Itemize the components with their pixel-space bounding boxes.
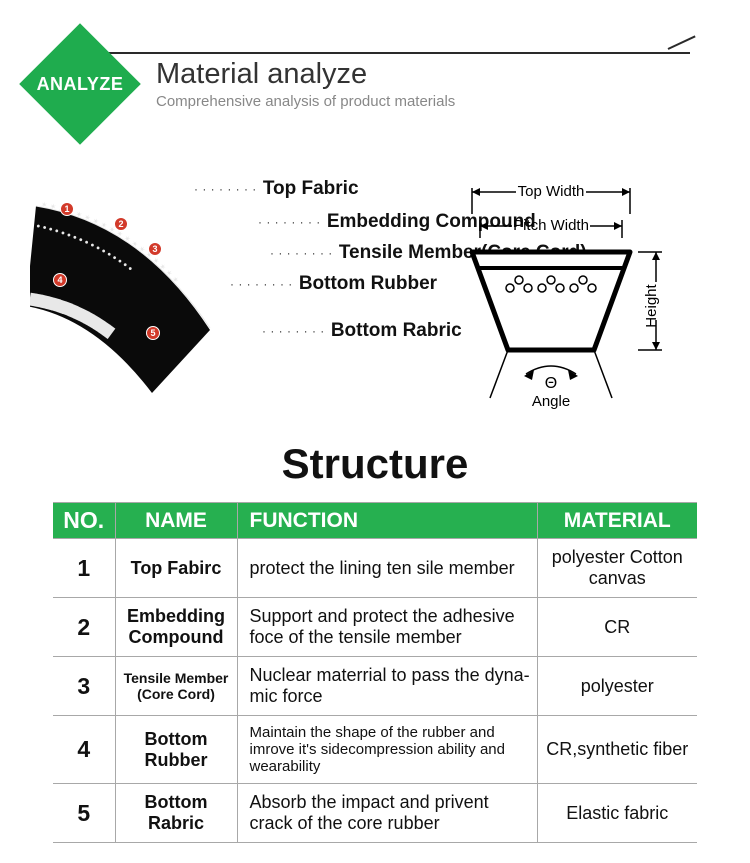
cell-material: CR,synthetic fiber <box>537 716 697 784</box>
structure-heading: Structure <box>0 440 750 488</box>
cross-svg: Top Width Pitch Width <box>456 180 666 410</box>
cell-material: polyester Cotton canvas <box>537 539 697 598</box>
header-text-block: Material analyze Comprehensive analysis … <box>156 58 455 110</box>
cell-no: 2 <box>53 598 115 657</box>
belt-svg: ✶ ✶ ✶ ✶ ✶ ✶ ✶ ✶ ✶ ✶ ✶ ✶ ✶ ✶ ✶ ✶ ✶ ✶ • • … <box>30 188 230 418</box>
table-row: 1Top Fabircprotect the lining ten sile m… <box>53 539 697 598</box>
label-leader-dots: · · · · · · · · <box>230 277 293 291</box>
label-leader-dots: · · · · · · · · <box>194 182 257 196</box>
cell-function: Absorb the impact and privent crack of t… <box>237 784 537 843</box>
col-header-material: MATERIAL <box>537 503 697 539</box>
page-subtitle: Comprehensive analysis of product materi… <box>156 93 455 110</box>
cell-name: Bottom Rubber <box>115 716 237 784</box>
angle-label: Angle <box>532 393 570 410</box>
belt-label-text: Bottom Rabric <box>331 320 462 342</box>
cell-function: Nuclear materrial to pass the dyna-mic f… <box>237 657 537 716</box>
cell-no: 3 <box>53 657 115 716</box>
belt-marker-5: 5 <box>146 326 160 340</box>
header-section: ANALYZE Material analyze Comprehensive a… <box>0 0 750 150</box>
belt-label-text: Bottom Rubber <box>299 273 437 295</box>
belt-label-row: · · · · · · · · Top Fabric <box>194 178 359 200</box>
table-header-row: NO. NAME FUNCTION MATERIAL <box>53 503 697 539</box>
col-header-no: NO. <box>53 503 115 539</box>
cell-no: 4 <box>53 716 115 784</box>
top-width-label: Top Width <box>518 183 585 200</box>
col-header-name: NAME <box>115 503 237 539</box>
angle-symbol: Θ <box>545 375 557 392</box>
diagram-area: ✶ ✶ ✶ ✶ ✶ ✶ ✶ ✶ ✶ ✶ ✶ ✶ ✶ ✶ ✶ ✶ ✶ ✶ • • … <box>0 150 750 430</box>
structure-table: NO. NAME FUNCTION MATERIAL 1Top Fabircpr… <box>53 502 697 843</box>
belt-cutaway-diagram: ✶ ✶ ✶ ✶ ✶ ✶ ✶ ✶ ✶ ✶ ✶ ✶ ✶ ✶ ✶ ✶ ✶ ✶ • • … <box>30 180 426 420</box>
badge-text: ANALYZE <box>37 74 124 95</box>
col-header-function: FUNCTION <box>237 503 537 539</box>
belt-label-row: · · · · · · · · Bottom Rubber <box>230 273 437 295</box>
cell-no: 5 <box>53 784 115 843</box>
belt-marker-3: 3 <box>148 242 162 256</box>
page-title: Material analyze <box>156 58 455 91</box>
cell-name: Top Fabirc <box>115 539 237 598</box>
table-row: 5Bottom RabricAbsorb the impact and priv… <box>53 784 697 843</box>
cell-function: Support and protect the adhesive foce of… <box>237 598 537 657</box>
table-row: 4Bottom RubberMaintain the shape of the … <box>53 716 697 784</box>
label-leader-dots: · · · · · · · · <box>270 246 333 260</box>
table-row: 2Embedding CompoundSupport and protect t… <box>53 598 697 657</box>
belt-marker-2: 2 <box>114 217 128 231</box>
belt-label-row: · · · · · · · · Bottom Rabric <box>262 320 462 342</box>
belt-marker-1: 1 <box>60 202 74 216</box>
table-row: 3Tensile Member (Core Cord)Nuclear mater… <box>53 657 697 716</box>
cross-section-diagram: Top Width Pitch Width <box>456 180 720 420</box>
cell-name: Tensile Member (Core Cord) <box>115 657 237 716</box>
cell-material: CR <box>537 598 697 657</box>
height-label: Height <box>643 283 660 327</box>
cell-material: polyester <box>537 657 697 716</box>
cell-function: protect the lining ten sile member <box>237 539 537 598</box>
analyze-badge: ANALYZE <box>20 24 140 144</box>
cell-material: Elastic fabric <box>537 784 697 843</box>
label-leader-dots: · · · · · · · · <box>262 324 325 338</box>
cell-no: 1 <box>53 539 115 598</box>
label-leader-dots: · · · · · · · · <box>258 215 321 229</box>
cell-name: Bottom Rabric <box>115 784 237 843</box>
header-divider <box>80 52 690 54</box>
cell-function: Maintain the shape of the rubber and imr… <box>237 716 537 784</box>
cell-name: Embedding Compound <box>115 598 237 657</box>
pitch-width-label: Pitch Width <box>513 217 589 234</box>
belt-marker-4: 4 <box>53 273 67 287</box>
belt-label-text: Top Fabric <box>263 178 359 200</box>
